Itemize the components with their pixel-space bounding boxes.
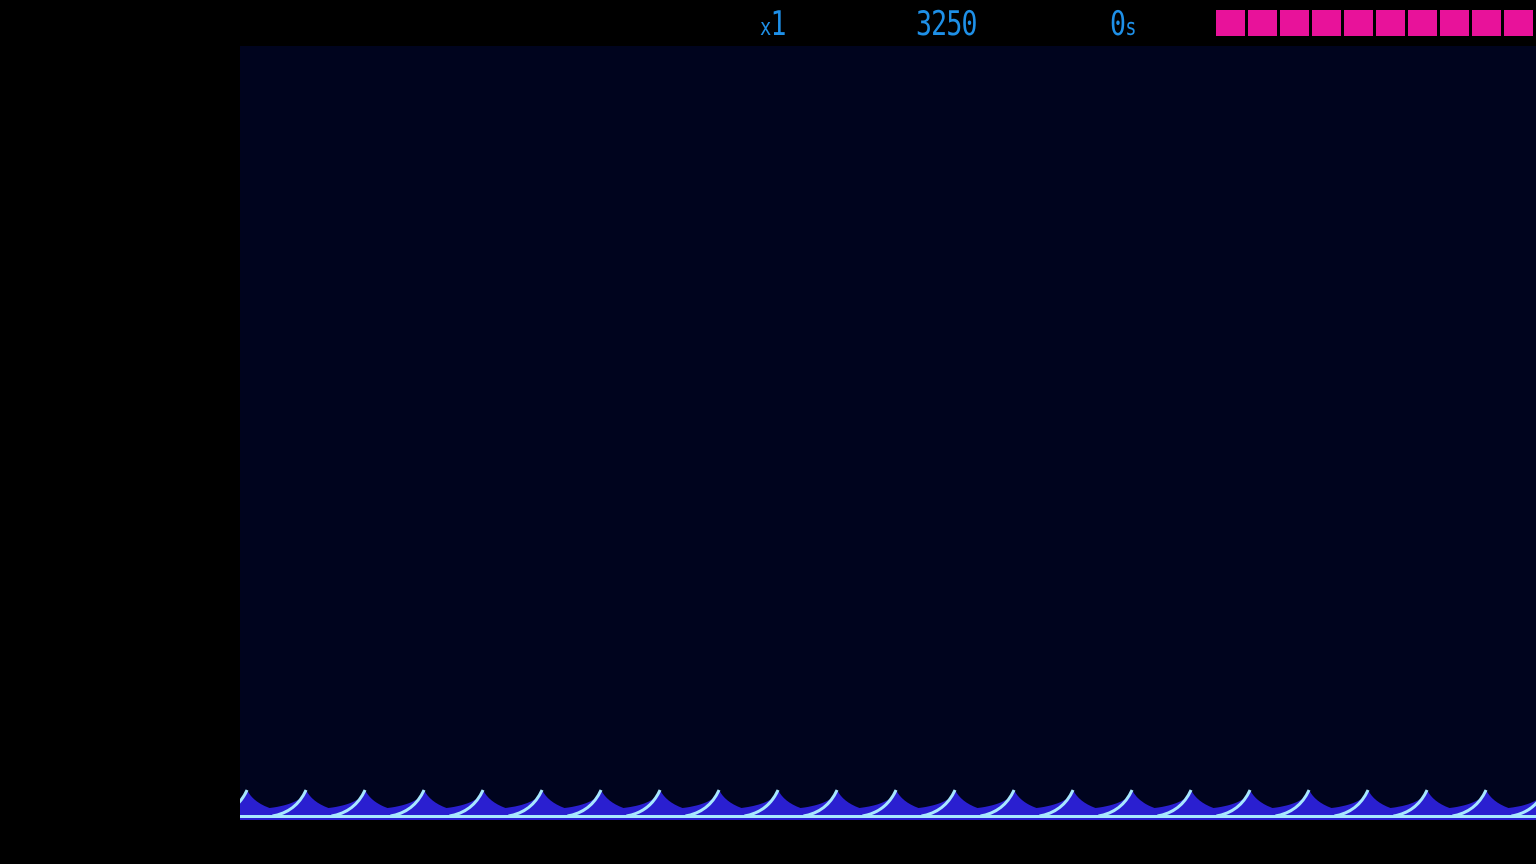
health-segment (1344, 10, 1373, 36)
playfield (240, 46, 1536, 820)
health-segment (1504, 10, 1533, 36)
score-multiplier: x1 (760, 2, 786, 49)
timer-unit: s (1125, 13, 1136, 41)
health-segment (1216, 10, 1245, 36)
health-segment (1440, 10, 1469, 36)
health-bar (1216, 10, 1536, 36)
timer: 0s (1110, 2, 1136, 49)
timer-value: 0 (1110, 4, 1126, 44)
hud: x1 3250 0s (0, 0, 1536, 46)
health-segment (1280, 10, 1309, 36)
health-segment (1408, 10, 1437, 36)
health-segment (1472, 10, 1501, 36)
multiplier-value: 1 (770, 4, 786, 44)
wave-hazard-icon (240, 789, 1536, 820)
bottom-letterbox (0, 820, 1536, 864)
multiplier-prefix: x (760, 13, 771, 41)
health-segment (1376, 10, 1405, 36)
score-value: 3250 (916, 4, 978, 44)
health-segment (1248, 10, 1277, 36)
health-segment (1312, 10, 1341, 36)
